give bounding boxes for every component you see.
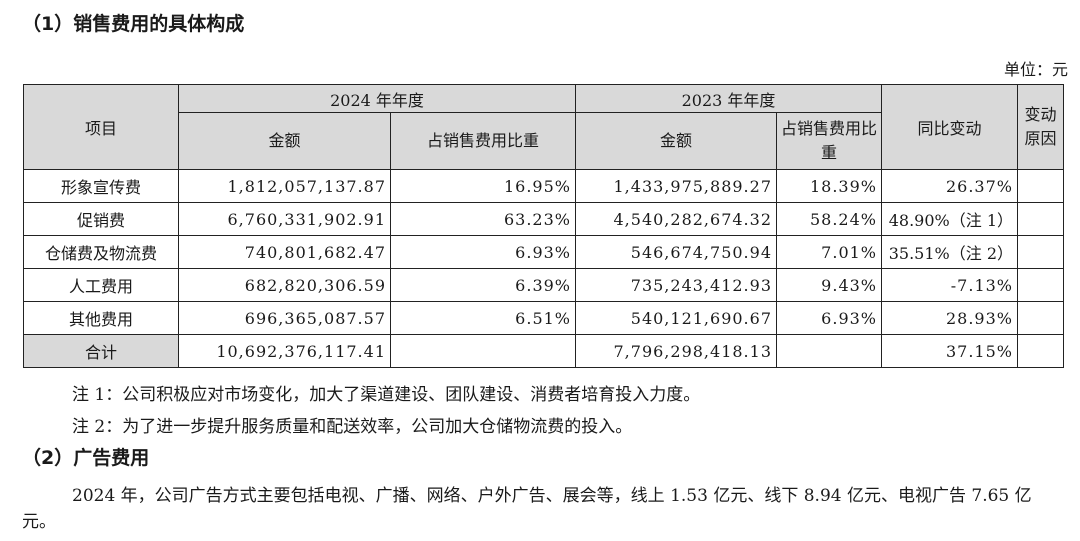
cell-ratio-2024: 63.23% xyxy=(390,202,576,236)
cell-reason xyxy=(1017,268,1064,302)
header-ratio-2024: 占销售费用比重 xyxy=(390,112,576,170)
cell-reason xyxy=(1017,202,1064,236)
unit-label: 单位：元 xyxy=(1003,60,1068,79)
cell-ratio-2023: 18.39% xyxy=(776,169,882,203)
cell-total-ratio-2023 xyxy=(776,334,882,368)
cell-total-amount-2024: 10,692,376,117.41 xyxy=(178,334,391,368)
table-row: 人工费用 682,820,306.59 6.39% 735,243,412.93… xyxy=(23,268,1064,302)
cell-total-reason xyxy=(1017,334,1064,368)
sales-expense-table: 项目 2024 年年度 2023 年年度 同比变动 变动原因 金额 占销售费用比… xyxy=(23,84,1064,368)
table-row: 形象宣传费 1,812,057,137.87 16.95% 1,433,975,… xyxy=(23,169,1064,203)
cell-yoy: 28.93% xyxy=(881,301,1018,335)
cell-reason xyxy=(1017,301,1064,335)
cell-amount-2024: 6,760,331,902.91 xyxy=(178,202,391,236)
cell-item: 形象宣传费 xyxy=(23,169,179,203)
cell-yoy: -7.13% xyxy=(881,268,1018,302)
cell-amount-2024: 696,365,087.57 xyxy=(178,301,391,335)
cell-yoy: 26.37% xyxy=(881,169,1018,203)
table-row-total: 合计 10,692,376,117.41 7,796,298,418.13 37… xyxy=(23,334,1064,368)
header-amount-2024: 金额 xyxy=(178,112,391,170)
cell-total-yoy: 37.15% xyxy=(881,334,1018,368)
header-year-2024: 2024 年年度 xyxy=(178,84,576,113)
cell-reason xyxy=(1017,235,1064,269)
cell-ratio-2024: 6.51% xyxy=(390,301,576,335)
cell-yoy: 48.90%（注 1） xyxy=(881,202,1018,236)
footnote-2: 注 2：为了进一步提升服务质量和配送效率，公司加大仓储物流费的投入。 xyxy=(72,417,633,437)
cell-yoy: 35.51%（注 2） xyxy=(881,235,1018,269)
header-item: 项目 xyxy=(23,84,179,170)
cell-total-ratio-2024 xyxy=(390,334,576,368)
cell-ratio-2023: 58.24% xyxy=(776,202,882,236)
cell-amount-2023: 735,243,412.93 xyxy=(575,268,777,302)
cell-ratio-2024: 16.95% xyxy=(390,169,576,203)
section-title-sales-expense: （1）销售费用的具体构成 xyxy=(22,13,245,35)
cell-amount-2024: 1,812,057,137.87 xyxy=(178,169,391,203)
header-year-2023: 2023 年年度 xyxy=(575,84,882,113)
header-amount-2023: 金额 xyxy=(575,112,777,170)
cell-item: 促销费 xyxy=(23,202,179,236)
cell-amount-2023: 4,540,282,674.32 xyxy=(575,202,777,236)
cell-amount-2023: 1,433,975,889.27 xyxy=(575,169,777,203)
table-row: 仓储费及物流费 740,801,682.47 6.93% 546,674,750… xyxy=(23,235,1064,269)
header-yoy: 同比变动 xyxy=(881,84,1018,170)
footnote-1: 注 1：公司积极应对市场变化，加大了渠道建设、团队建设、消费者培育投入力度。 xyxy=(72,385,701,405)
header-reason: 变动原因 xyxy=(1017,84,1064,170)
cell-ratio-2023: 9.43% xyxy=(776,268,882,302)
cell-total-label: 合计 xyxy=(23,334,179,368)
table-row: 其他费用 696,365,087.57 6.51% 540,121,690.67… xyxy=(23,301,1064,335)
header-ratio-2023: 占销售费用比重 xyxy=(776,112,882,170)
table-row: 促销费 6,760,331,902.91 63.23% 4,540,282,67… xyxy=(23,202,1064,236)
cell-amount-2023: 540,121,690.67 xyxy=(575,301,777,335)
cell-item: 其他费用 xyxy=(23,301,179,335)
cell-item: 人工费用 xyxy=(23,268,179,302)
cell-ratio-2024: 6.93% xyxy=(390,235,576,269)
cell-ratio-2023: 6.93% xyxy=(776,301,882,335)
cell-amount-2023: 546,674,750.94 xyxy=(575,235,777,269)
cell-ratio-2023: 7.01% xyxy=(776,235,882,269)
cell-item: 仓储费及物流费 xyxy=(23,235,179,269)
cell-reason xyxy=(1017,169,1064,203)
cell-amount-2024: 682,820,306.59 xyxy=(178,268,391,302)
cell-ratio-2024: 6.39% xyxy=(390,268,576,302)
section-title-advertising: （2）广告费用 xyxy=(22,447,150,469)
advertising-paragraph: 2024 年，公司广告方式主要包括电视、广播、网络、户外广告、展会等，线上 1.… xyxy=(22,486,1032,532)
cell-amount-2024: 740,801,682.47 xyxy=(178,235,391,269)
cell-total-amount-2023: 7,796,298,418.13 xyxy=(575,334,777,368)
